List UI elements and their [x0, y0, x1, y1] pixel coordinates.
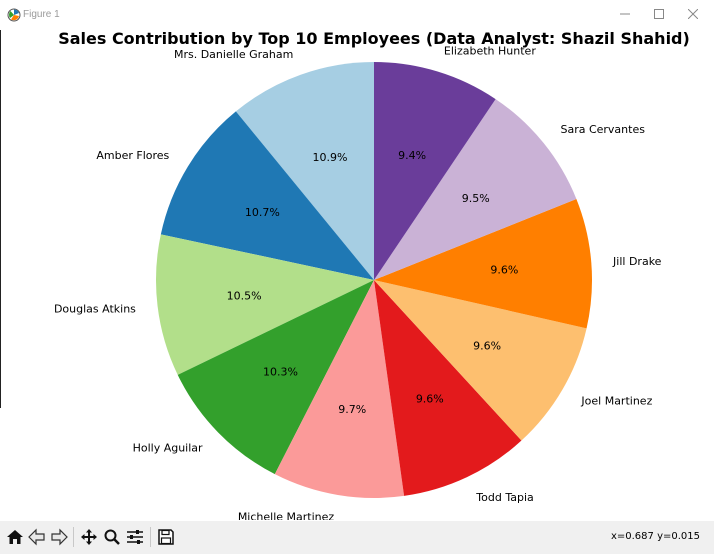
pie-slice	[374, 62, 496, 280]
pie-labels: 10.9% Mrs. Danielle Graham 10.7% Amber Flor…	[54, 45, 662, 520]
slice-percent-label: 9.6%	[416, 392, 444, 405]
save-icon	[158, 529, 174, 545]
slice-name-label: Elizabeth Hunter	[444, 45, 536, 58]
slice-percent-label: 10.7%	[245, 206, 280, 219]
back-arrow-icon	[28, 528, 45, 546]
chart-title: Sales Contribution by Top 10 Employees (…	[58, 30, 690, 48]
slice-percent-label: 9.5%	[462, 192, 490, 205]
move-icon	[81, 529, 97, 545]
zoom-button[interactable]	[101, 526, 123, 548]
forward-button[interactable]	[48, 526, 70, 548]
slice-percent-label: 10.9%	[313, 151, 348, 164]
pie-slice	[160, 111, 374, 281]
slice-name-label: Todd Tapia	[475, 491, 533, 504]
window-edge	[0, 30, 1, 408]
slice-name-label: Holly Aguilar	[133, 442, 203, 455]
home-button[interactable]	[4, 526, 26, 548]
forward-arrow-icon	[51, 528, 68, 546]
slice-name-label: Mrs. Danielle Graham	[174, 48, 293, 61]
window-title: Figure 1	[23, 9, 60, 20]
matplotlib-icon	[7, 8, 21, 22]
slice-name-label: Amber Flores	[96, 149, 169, 162]
maximize-button[interactable]	[642, 0, 676, 28]
minimize-button[interactable]	[608, 0, 642, 28]
slice-name-label: Joel Martinez	[580, 394, 652, 407]
title-bar[interactable]: Figure 1	[0, 0, 714, 30]
pie-slice	[374, 198, 592, 329]
slice-name-label: Michelle Martinez	[238, 510, 335, 520]
slice-percent-label: 9.6%	[473, 340, 501, 353]
pie-slice	[274, 280, 405, 498]
configure-subplots-button[interactable]	[124, 526, 146, 548]
toolbar-separator	[73, 527, 74, 547]
slice-percent-label: 10.3%	[263, 365, 298, 378]
back-button[interactable]	[26, 526, 48, 548]
pie-slice	[235, 62, 374, 280]
slice-name-label: Sara Cervantes	[560, 123, 645, 136]
slice-percent-label: 9.6%	[490, 264, 518, 277]
close-icon	[688, 9, 698, 19]
navigation-toolbar: x=0.687 y=0.015	[0, 521, 714, 554]
sliders-icon	[127, 530, 143, 544]
pie-slice	[374, 280, 587, 441]
pan-button[interactable]	[78, 526, 100, 548]
slice-percent-label: 10.5%	[227, 290, 262, 303]
slice-percent-label: 9.7%	[338, 403, 366, 416]
slice-name-label: Douglas Atkins	[54, 303, 136, 316]
pie-slice	[155, 234, 374, 375]
zoom-icon	[104, 529, 120, 545]
home-icon	[7, 530, 23, 544]
minimize-icon	[620, 13, 630, 15]
pie-slice	[374, 99, 577, 280]
toolbar-separator	[150, 527, 151, 547]
figure-canvas[interactable]: Sales Contribution by Top 10 Employees (…	[0, 30, 714, 520]
pie-slice	[374, 280, 522, 496]
close-button[interactable]	[676, 0, 710, 28]
slice-name-label: Jill Drake	[612, 255, 662, 268]
maximize-icon	[654, 9, 664, 19]
pie-slices	[155, 62, 592, 498]
slice-percent-label: 9.4%	[398, 149, 426, 162]
cursor-coordinates: x=0.687 y=0.015	[610, 531, 700, 542]
save-button[interactable]	[155, 526, 177, 548]
pie-slice	[177, 280, 374, 475]
